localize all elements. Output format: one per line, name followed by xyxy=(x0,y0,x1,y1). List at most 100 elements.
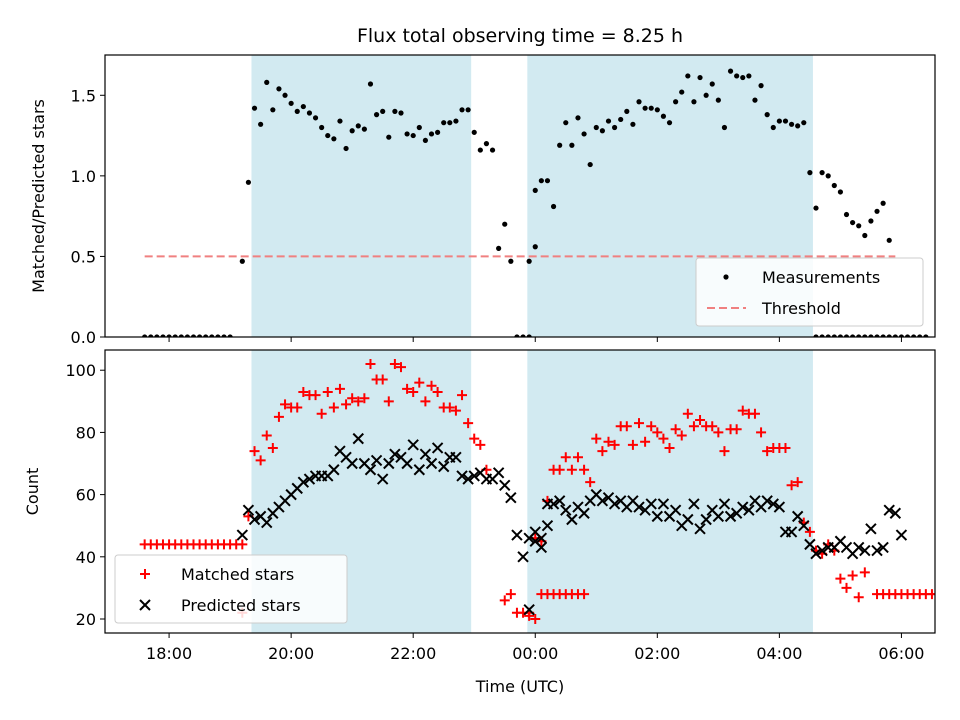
measurement-point xyxy=(801,120,807,126)
measurement-point xyxy=(526,334,532,337)
measurement-point xyxy=(215,334,221,337)
measurement-point xyxy=(325,132,331,139)
measurement-point xyxy=(819,170,825,176)
predicted-star-point xyxy=(553,495,566,507)
predicted-star-point xyxy=(737,501,749,513)
matched-star-point xyxy=(261,430,272,441)
measurement-point xyxy=(392,108,398,114)
measurement-point xyxy=(526,258,532,264)
predicted-star-point xyxy=(499,479,511,491)
predicted-star-point xyxy=(505,492,517,504)
measurement-point xyxy=(398,110,404,116)
matched-star-point xyxy=(530,614,541,625)
matched-star-point xyxy=(365,358,376,369)
predicted-star-point xyxy=(700,513,712,526)
matched-star-point xyxy=(603,436,614,447)
predicted-star-point xyxy=(352,432,364,445)
predicted-star-point xyxy=(773,501,786,513)
measurement-point xyxy=(581,131,587,137)
measurement-point xyxy=(642,105,648,111)
predicted-star-point xyxy=(438,460,450,473)
matched-star-point xyxy=(347,393,358,404)
measurement-point xyxy=(532,187,538,193)
matched-star-point xyxy=(560,452,571,463)
measurement-point xyxy=(508,258,514,264)
matched-star-point xyxy=(707,421,718,432)
legend: Matched stars Predicted stars xyxy=(114,554,348,624)
measurement-point xyxy=(917,334,923,337)
plot-area xyxy=(142,55,929,337)
matched-star-point xyxy=(292,402,303,413)
predicted-star-point xyxy=(895,529,908,541)
matched-star-point xyxy=(951,589,960,599)
measurement-point xyxy=(788,121,795,127)
matched-star-point xyxy=(383,396,394,407)
predicted-star-point xyxy=(346,457,358,470)
x-tick-label: 02:00 xyxy=(634,644,680,663)
measurement-point xyxy=(721,124,728,131)
matched-star-point xyxy=(475,439,486,450)
measurement-point xyxy=(898,334,905,337)
predicted-star-point xyxy=(853,541,865,554)
matched-star-point xyxy=(328,402,339,413)
measurement-point xyxy=(636,99,642,105)
measurement-point xyxy=(276,86,282,92)
y-tick-label: 0.0 xyxy=(71,328,96,347)
measurement-point xyxy=(148,334,154,337)
predicted-star-point xyxy=(328,464,340,476)
measurement-point xyxy=(477,147,483,153)
matched-star-point xyxy=(255,455,266,466)
measurement-point xyxy=(172,334,178,337)
measurement-point xyxy=(666,120,673,126)
measurement-point xyxy=(740,74,746,81)
predicted-star-point xyxy=(712,510,725,523)
matched-star-point xyxy=(664,442,675,453)
matched-star-point xyxy=(841,582,852,593)
measurement-point xyxy=(538,178,544,184)
predicted-star-point xyxy=(566,513,578,526)
predicted-star-point xyxy=(810,547,822,560)
measurement-point xyxy=(300,103,306,110)
predicted-star-point xyxy=(523,603,535,616)
legend-label: Threshold xyxy=(761,299,841,318)
measurement-point xyxy=(770,124,776,131)
measurement-point xyxy=(807,170,813,176)
matched-star-point xyxy=(713,427,724,438)
y-tick-label: 1.0 xyxy=(71,167,96,186)
measurement-point xyxy=(660,113,667,119)
predicted-star-point xyxy=(535,532,548,544)
measurement-point xyxy=(544,178,551,184)
x-tick-label: 04:00 xyxy=(756,644,802,663)
observing-window-shade xyxy=(251,55,472,337)
predicted-star-point xyxy=(383,457,395,470)
predicted-star-point xyxy=(578,507,590,519)
y-tick-label: 40 xyxy=(76,548,96,567)
predicted-star-point xyxy=(425,457,438,470)
measurement-point xyxy=(239,258,245,264)
matched-star-point xyxy=(316,408,327,419)
matched-star-point xyxy=(682,408,693,419)
predicted-star-point xyxy=(798,520,810,532)
predicted-star-point xyxy=(767,498,779,510)
measurement-point xyxy=(685,73,691,79)
measurement-point xyxy=(850,219,856,226)
predicted-star-point xyxy=(871,544,883,557)
measurement-point xyxy=(520,334,526,337)
predicted-star-point xyxy=(456,470,468,482)
measurement-point xyxy=(843,334,850,337)
matched-star-point xyxy=(505,589,516,600)
predicted-star-point xyxy=(364,464,377,476)
predicted-star-point xyxy=(724,510,737,523)
matched-star-point xyxy=(579,589,590,600)
measurement-point xyxy=(880,334,886,337)
count-panel: 20 40 60 80 100 18:00 20:00 22:00 00:00 02:00 04:0… xyxy=(23,349,960,663)
matched-star-point xyxy=(267,442,278,453)
matched-star-point xyxy=(353,396,364,407)
matched-star-point xyxy=(579,464,590,475)
x-tick-label: 18:00 xyxy=(146,644,192,663)
predicted-star-point xyxy=(401,457,413,470)
matched-star-point xyxy=(621,421,632,432)
measurement-point xyxy=(557,142,563,148)
matched-star-point xyxy=(402,383,413,394)
predicted-star-point xyxy=(492,467,505,479)
